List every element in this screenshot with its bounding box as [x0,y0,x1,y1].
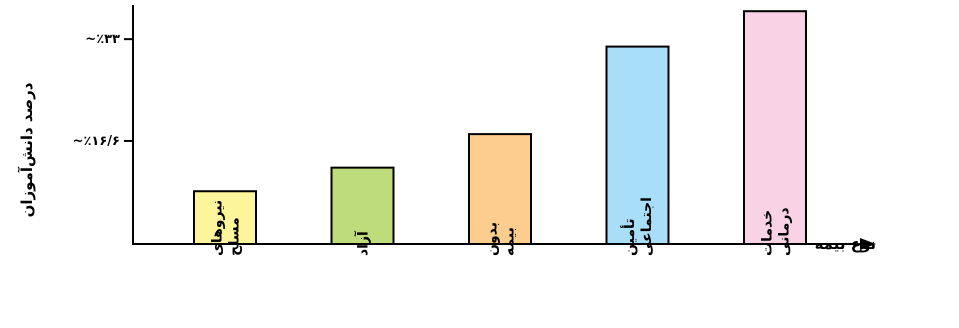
bar-4 [605,45,670,245]
bar-5 [743,10,807,245]
category-label-line: خدمات [760,210,776,256]
category-label-line: نیروهای [210,200,226,256]
x-axis-arrow-icon [860,238,876,250]
category-label-line: بدون [485,222,501,256]
y-tick-label-1: ~٪۱۶/۶ [73,134,120,149]
x-axis-title: نوع بیمه [815,235,876,253]
svg-text:بدونبیمه: بدونبیمه [485,222,518,256]
category-label-line: درمانی [777,207,793,256]
category-label-4: تأمیناجتماعی [620,197,655,256]
svg-text:نیروهایمسلح: نیروهایمسلح [210,200,243,256]
category-label-line: اجتماعی [639,197,655,256]
category-label-line: مسلح [227,217,243,256]
y-ticks: ~٪۱۶/۶ ~٪۳۳ [73,32,133,149]
svg-text:تأمیناجتماعی: تأمیناجتماعی [620,197,655,256]
bars [193,10,807,245]
category-label-1: نیروهایمسلح [210,200,243,256]
y-axis-title: درصد دانش‌آموزان [18,82,36,217]
category-label-2: آزاد [354,230,372,256]
category-label-line: بیمه [502,227,518,256]
bar-2 [330,166,395,245]
category-labels: نیروهایمسلح آزاد بدونبیمه تأمیناجتماعی خدمات… [210,197,793,256]
bar-3 [468,133,532,245]
y-tick-label-2: ~٪۳۳ [85,32,120,47]
category-label-3: بدونبیمه [485,222,518,256]
bar-1 [193,190,257,245]
svg-text:آزاد: آزاد [354,230,372,256]
category-label-5: خدماتدرمانی [760,207,793,256]
category-label-line: تأمین [620,219,638,257]
svg-text:خدماتدرمانی: خدماتدرمانی [760,207,793,256]
category-label-line: آزاد [354,230,372,256]
